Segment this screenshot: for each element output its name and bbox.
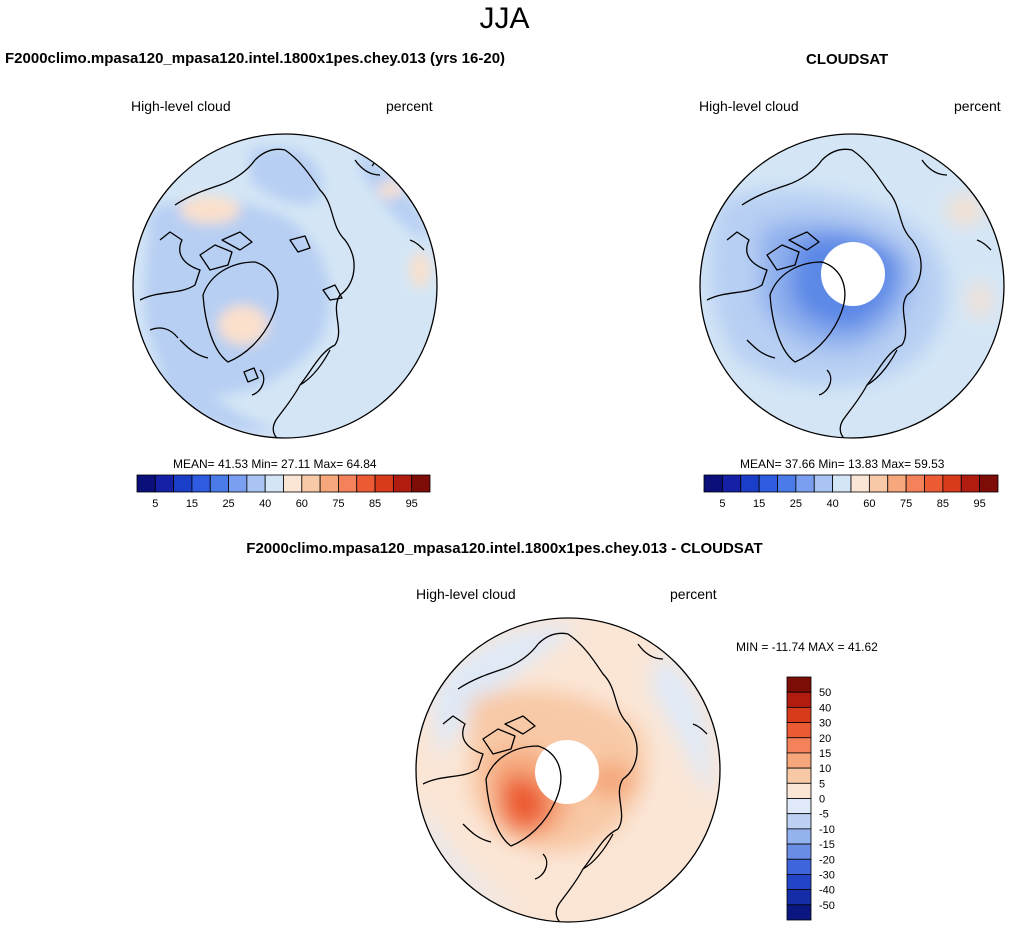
colorbar-tick-label: 60 — [296, 498, 308, 510]
colorbar-tick-label: 60 — [863, 498, 875, 510]
colorbar-swatch — [301, 474, 321, 493]
colorbar-swatch — [319, 474, 339, 493]
colorbar-tick-label: -5 — [819, 809, 829, 821]
colorbar-swatch — [721, 474, 742, 493]
colorbar-tick-label: 40 — [259, 498, 271, 510]
colorbar-swatch — [411, 474, 431, 493]
panel3-stats: MIN = -11.74 MAX = 41.62 — [736, 640, 878, 654]
panel2-variable-label: High-level cloud — [699, 98, 799, 114]
panel2-stats: MEAN= 37.66 Min= 13.83 Max= 59.53 — [740, 457, 945, 471]
colorbar-swatch — [887, 474, 907, 493]
panel2-colorbar: 5 15 25 40 60 75 85 95 — [703, 474, 999, 510]
colorbar-swatch — [786, 843, 812, 860]
colorbar-swatch — [942, 474, 962, 493]
colorbar-swatch — [392, 474, 413, 493]
panel2-units-label: percent — [954, 98, 1001, 114]
colorbar-tick-label: 95 — [974, 498, 986, 510]
colorbar-swatch — [777, 474, 797, 493]
colorbar-swatch — [960, 474, 981, 493]
colorbar-swatch — [868, 474, 889, 493]
colorbar-tick-label: 10 — [819, 763, 831, 775]
colorbar-swatch — [154, 474, 175, 493]
colorbar-swatch — [703, 474, 723, 493]
colorbar-tick-label: 20 — [819, 733, 831, 745]
colorbar-swatch — [786, 828, 812, 845]
colorbar-swatch — [191, 474, 211, 493]
colorbar-tick-label: 25 — [790, 498, 802, 510]
colorbar-tick-label: 75 — [900, 498, 912, 510]
colorbar-swatch — [832, 474, 852, 493]
colorbar-swatch — [786, 691, 812, 708]
panel1-stats: MEAN= 41.53 Min= 27.11 Max= 64.84 — [173, 457, 377, 471]
colorbar-swatch — [786, 874, 812, 891]
colorbar-tick-label: -40 — [819, 885, 835, 897]
colorbar-swatch — [786, 752, 812, 769]
colorbar-tick-label: 40 — [819, 702, 831, 714]
colorbar-swatch — [338, 474, 358, 493]
panel1-variable-label: High-level cloud — [131, 98, 231, 114]
colorbar-swatch — [786, 798, 812, 815]
colorbar-swatch — [979, 474, 999, 493]
colorbar-swatch — [786, 706, 812, 723]
map3-polar-plot — [415, 617, 721, 923]
colorbar-swatch — [786, 813, 812, 830]
panel2-title: CLOUDSAT — [806, 51, 889, 68]
colorbar-swatch — [209, 474, 229, 493]
colorbar-swatch — [173, 474, 193, 493]
colorbar-tick-label: 75 — [332, 498, 344, 510]
colorbar-swatch — [786, 782, 812, 799]
colorbar-swatch — [786, 767, 812, 784]
colorbar-swatch — [924, 474, 944, 493]
map1-polar-plot — [132, 133, 438, 439]
colorbar-swatch — [228, 474, 248, 493]
colorbar-swatch — [786, 676, 812, 693]
colorbar-swatch — [136, 474, 156, 493]
colorbar-swatch — [786, 889, 812, 906]
colorbar-swatch — [264, 474, 284, 493]
colorbar-swatch — [786, 737, 812, 754]
colorbar-tick-label: 5 — [819, 778, 825, 790]
colorbar-swatch — [786, 858, 812, 875]
colorbar-tick-label: 15 — [819, 748, 831, 760]
colorbar-swatch — [740, 474, 760, 493]
panel3-title: F2000climo.mpasa120_mpasa120.intel.1800x… — [246, 540, 763, 557]
colorbar-tick-label: 15 — [753, 498, 765, 510]
colorbar-swatch — [786, 904, 812, 921]
colorbar-tick-label: 15 — [186, 498, 198, 510]
panel1-colorbar: 5 15 25 40 60 75 85 95 — [136, 474, 431, 510]
colorbar-tick-label: -50 — [819, 900, 835, 912]
colorbar-tick-label: 85 — [369, 498, 381, 510]
panel3-variable-label: High-level cloud — [416, 586, 516, 602]
colorbar-tick-label: -10 — [819, 824, 835, 836]
colorbar-tick-label: 50 — [819, 687, 831, 699]
colorbar-tick-label: 5 — [152, 498, 158, 510]
colorbar-tick-label: 30 — [819, 718, 831, 730]
panel3-units-label: percent — [670, 586, 717, 602]
colorbar-tick-label: -20 — [819, 854, 835, 866]
colorbar-swatch — [786, 722, 812, 739]
panel1-units-label: percent — [386, 98, 433, 114]
colorbar-swatch — [374, 474, 394, 493]
colorbar-swatch — [246, 474, 266, 493]
colorbar-swatch — [758, 474, 778, 493]
page-title: JJA — [479, 2, 530, 35]
panel1-title: F2000climo.mpasa120_mpasa120.intel.1800x… — [5, 50, 506, 67]
colorbar-tick-label: 85 — [937, 498, 949, 510]
colorbar-swatch — [850, 474, 870, 493]
colorbar-swatch — [905, 474, 925, 493]
colorbar-swatch — [283, 474, 303, 493]
colorbar-tick-label: 5 — [719, 498, 725, 510]
colorbar-tick-label: 40 — [827, 498, 839, 510]
colorbar-tick-label: 95 — [406, 498, 418, 510]
colorbar-tick-label: -30 — [819, 869, 835, 881]
colorbar-swatch — [356, 474, 376, 493]
colorbar-swatch — [795, 474, 815, 493]
colorbar-tick-label: 25 — [222, 498, 234, 510]
colorbar-tick-label: -15 — [819, 839, 835, 851]
colorbar-tick-label: 0 — [819, 794, 825, 806]
colorbar-swatch — [813, 474, 834, 493]
map2-polar-plot — [699, 133, 1005, 439]
